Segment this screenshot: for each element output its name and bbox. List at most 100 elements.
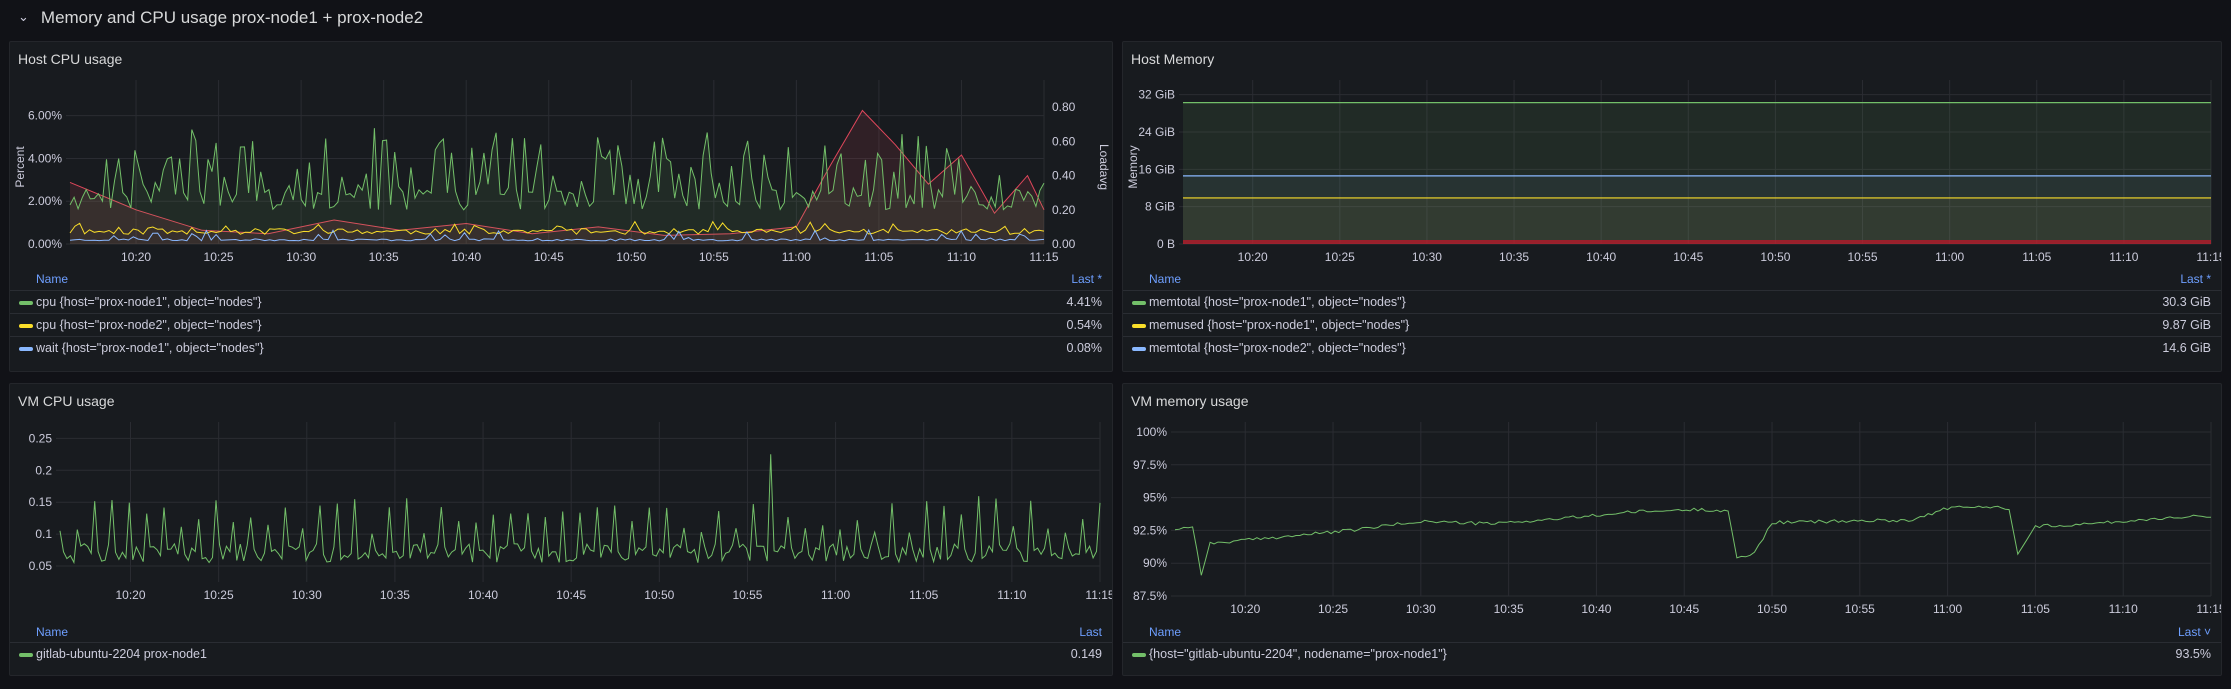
x-tick-label: 10:40 bbox=[468, 588, 498, 602]
x-tick-label: 11:00 bbox=[821, 588, 850, 602]
legend-value: 0.54% bbox=[1066, 318, 1102, 332]
x-tick-label: 10:35 bbox=[1499, 250, 1529, 264]
host-cpu-panel: Host CPU usage 10:20 10:25 10:30 10:35 10:40… bbox=[9, 41, 1113, 372]
legend-name-header[interactable]: Name bbox=[36, 625, 69, 639]
legend-item[interactable]: memused {host="prox-node1", object="node… bbox=[1123, 313, 2221, 337]
x-tick-label: 10:30 bbox=[286, 250, 316, 264]
legend-item[interactable]: cpu {host="prox-node2", object="nodes"} … bbox=[10, 313, 1112, 337]
x-tick-label: 11:00 bbox=[1935, 250, 1964, 264]
legend-name-header[interactable]: Name bbox=[1149, 272, 1182, 286]
legend-last-header[interactable]: Last bbox=[1079, 625, 1102, 639]
legend-label: {host="gitlab-ubuntu-2204", nodename="pr… bbox=[1149, 647, 1447, 661]
y-tick-label: 24 GiB bbox=[1138, 125, 1175, 139]
memtotal2-area bbox=[1183, 175, 2211, 244]
x-tick-label: 11:00 bbox=[1933, 602, 1962, 616]
vm-memory-panel: VM memory usage 10:20 10:25 10:30 10:35 10:4… bbox=[1122, 383, 2222, 676]
x-tick-label: 11:15 bbox=[2196, 602, 2222, 616]
y-tick-label: 95% bbox=[1143, 491, 1167, 505]
legend-item[interactable]: memtotal {host="prox-node1", object="nod… bbox=[1123, 290, 2221, 314]
y-tick-label: 0.05 bbox=[29, 559, 53, 573]
x-tick-label: 10:40 bbox=[1586, 250, 1616, 264]
x-tick-label: 10:50 bbox=[1760, 250, 1790, 264]
legend-item[interactable]: wait {host="prox-node1", object="nodes"}… bbox=[10, 336, 1112, 360]
series-line bbox=[69, 128, 1045, 211]
y-tick-label: 0.15 bbox=[29, 495, 53, 509]
x-tick-label: 11:15 bbox=[1085, 588, 1113, 602]
legend-value: 93.5% bbox=[2175, 647, 2211, 661]
host-memory-panel: Host Memory 10:20 10:25 10:30 10:35 10:40 10:… bbox=[1122, 41, 2222, 372]
x-tick-label: 10:25 bbox=[204, 588, 234, 602]
x-tick-label: 11:05 bbox=[2021, 602, 2050, 616]
x-tick-label: 10:35 bbox=[380, 588, 410, 602]
loadavg-line-area bbox=[70, 110, 1044, 244]
panel-title[interactable]: VM CPU usage bbox=[18, 393, 115, 409]
x-tick-label: 11:10 bbox=[2109, 250, 2138, 264]
legend-name-header[interactable]: Name bbox=[1149, 625, 1182, 639]
legend: Name Last ˅ {host="gitlab-ubuntu-2204", … bbox=[1123, 623, 2221, 673]
legend-label: memused {host="prox-node1", object="node… bbox=[1149, 318, 1410, 332]
y-tick-label: 0 B bbox=[1157, 237, 1175, 251]
x-tick-label: 10:35 bbox=[1494, 602, 1524, 616]
legend-value: 30.3 GiB bbox=[2162, 295, 2211, 309]
host-cpu-chart: 10:20 10:25 10:30 10:35 10:40 10:45 10:50 10:55… bbox=[13, 80, 1111, 264]
x-tick-label: 10:30 bbox=[1412, 250, 1442, 264]
series-swatch bbox=[1132, 324, 1146, 328]
legend-label: wait {host="prox-node1", object="nodes"} bbox=[36, 341, 264, 355]
series-line bbox=[59, 454, 1101, 565]
legend: Name Last gitlab-ubuntu-2204 prox-node1 … bbox=[10, 623, 1112, 673]
x-tick-label: 10:20 bbox=[121, 250, 151, 264]
legend-last-header[interactable]: Last * bbox=[1071, 272, 1102, 286]
x-tick-label: 11:05 bbox=[864, 250, 893, 264]
x-tick-label: 10:55 bbox=[1845, 602, 1875, 616]
row-title: Memory and CPU usage prox-node1 + prox-n… bbox=[40, 8, 424, 27]
legend-name-header[interactable]: Name bbox=[36, 272, 69, 286]
x-tick-label: 10:45 bbox=[1669, 602, 1699, 616]
legend-item[interactable]: gitlab-ubuntu-2204 prox-node1 0.149 bbox=[10, 642, 1112, 666]
panel-title[interactable]: VM memory usage bbox=[1131, 393, 1249, 409]
chevron-down-icon[interactable]: ⌄ bbox=[18, 9, 29, 24]
y-tick-label: 0.25 bbox=[29, 431, 53, 445]
legend-item[interactable]: memtotal {host="prox-node2", object="nod… bbox=[1123, 336, 2221, 360]
x-tick-label: 10:25 bbox=[1325, 250, 1355, 264]
legend-value: 4.41% bbox=[1066, 295, 1102, 309]
x-tick-label: 11:10 bbox=[997, 588, 1026, 602]
loadavg-line bbox=[69, 109, 1045, 236]
legend-label: cpu {host="prox-node1", object="nodes"} bbox=[36, 295, 262, 309]
y2-tick-label: 0.00 bbox=[1052, 237, 1076, 251]
y-axis-label: Percent bbox=[13, 146, 27, 188]
y-tick-label: 97.5% bbox=[1133, 458, 1167, 472]
y2-tick-label: 0.20 bbox=[1052, 203, 1076, 217]
legend-last-header[interactable]: Last ˅ bbox=[2177, 625, 2211, 639]
series-swatch bbox=[19, 347, 33, 351]
x-tick-label: 11:05 bbox=[909, 588, 938, 602]
x-tick-label: 10:25 bbox=[204, 250, 234, 264]
series-swatch bbox=[1132, 653, 1146, 657]
series-line bbox=[69, 228, 1045, 242]
memused-area bbox=[1183, 197, 2211, 244]
panel-title[interactable]: Host Memory bbox=[1131, 51, 1215, 67]
y-tick-label: 87.5% bbox=[1133, 589, 1167, 603]
y-tick-label: 0.2 bbox=[35, 463, 52, 477]
y2-tick-label: 0.80 bbox=[1052, 100, 1076, 114]
y2-axis-label: Loadavg bbox=[1097, 144, 1111, 190]
x-tick-label: 10:45 bbox=[1673, 250, 1703, 264]
legend-item[interactable]: cpu {host="prox-node1", object="nodes"} … bbox=[10, 290, 1112, 314]
series-swatch bbox=[1132, 347, 1146, 351]
x-tick-label: 10:20 bbox=[115, 588, 145, 602]
y2-tick-label: 0.40 bbox=[1052, 169, 1076, 183]
series-line-area bbox=[70, 128, 1044, 244]
row-header[interactable]: ⌄ Memory and CPU usage prox-node1 + prox… bbox=[0, 0, 2231, 36]
x-tick-label: 10:35 bbox=[369, 250, 399, 264]
x-tick-label: 10:55 bbox=[699, 250, 729, 264]
series-swatch bbox=[19, 653, 33, 657]
series-swatch bbox=[19, 301, 33, 305]
series-line bbox=[69, 220, 1045, 235]
y-tick-label: 16 GiB bbox=[1138, 162, 1175, 176]
legend-label: cpu {host="prox-node2", object="nodes"} bbox=[36, 318, 262, 332]
series-line bbox=[1174, 505, 2211, 576]
panel-title[interactable]: Host CPU usage bbox=[18, 51, 123, 67]
legend-value: 0.149 bbox=[1070, 647, 1102, 661]
legend-last-header[interactable]: Last * bbox=[2180, 272, 2211, 286]
legend-item[interactable]: {host="gitlab-ubuntu-2204", nodename="pr… bbox=[1123, 642, 2221, 666]
x-tick-label: 10:40 bbox=[1581, 602, 1611, 616]
